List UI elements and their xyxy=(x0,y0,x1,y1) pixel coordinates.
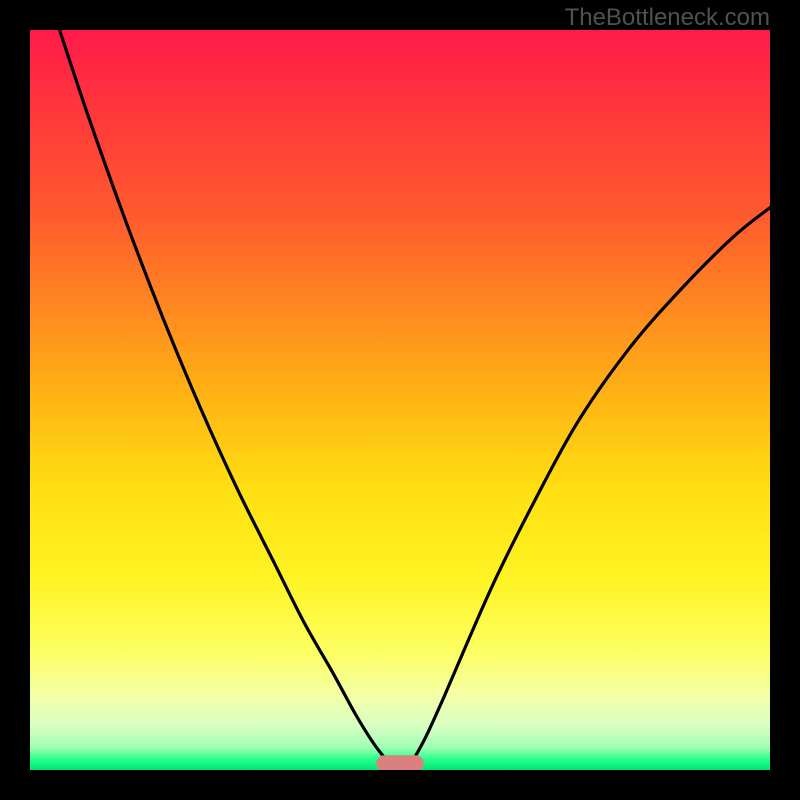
chart-svg xyxy=(0,0,800,800)
chart-stage: TheBottleneck.com xyxy=(0,0,800,800)
min-marker xyxy=(376,755,423,771)
watermark-text: TheBottleneck.com xyxy=(565,4,770,32)
plot-area xyxy=(30,30,770,770)
